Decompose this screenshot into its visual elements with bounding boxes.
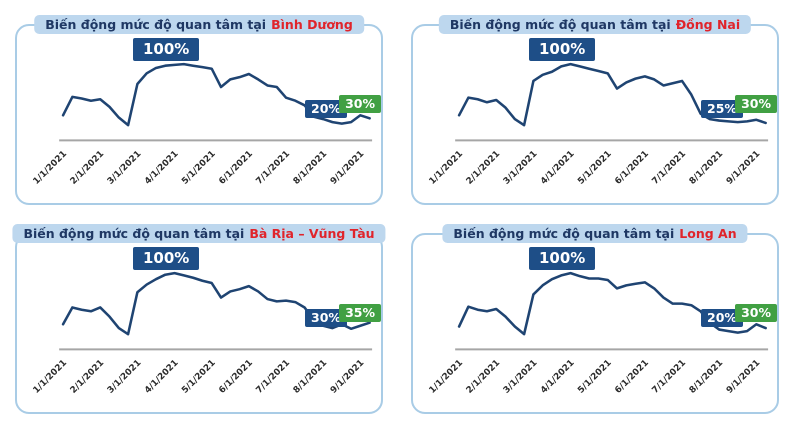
x-tick-label: 9/1/2021 bbox=[329, 358, 367, 396]
chart-title-region: Bà Rịa – Vũng Tàu bbox=[249, 226, 375, 241]
x-tick-label: 4/1/2021 bbox=[539, 149, 577, 187]
x-tick-label: 1/1/2021 bbox=[428, 149, 466, 187]
peak-annotation: 100% bbox=[529, 38, 596, 61]
low-annotation: 20% bbox=[701, 309, 743, 327]
line-chart-binh-duong: 1/1/2021 2/1/2021 3/1/2021 4/1/2021 5/1/2021… bbox=[32, 62, 373, 187]
x-tick-label: 2/1/2021 bbox=[69, 149, 107, 187]
chart-panel-long-an: Biến động mức độ quan tâm tại Long An 1/… bbox=[411, 224, 779, 414]
low-annotation: 30% bbox=[305, 309, 347, 327]
x-tick-label: 3/1/2021 bbox=[502, 149, 540, 187]
x-tick-label: 2/1/2021 bbox=[69, 358, 107, 396]
x-tick-label: 3/1/2021 bbox=[106, 149, 144, 187]
chart-title-prefix: Biến động mức độ quan tâm tại bbox=[449, 17, 671, 32]
x-tick-label: 6/1/2021 bbox=[613, 149, 651, 187]
chart-title-prefix: Biến động mức độ quan tâm tại bbox=[453, 226, 675, 241]
trend-line bbox=[457, 62, 767, 127]
end-annotation: 30% bbox=[735, 304, 777, 322]
x-tick-label: 7/1/2021 bbox=[254, 149, 292, 187]
x-tick-label: 6/1/2021 bbox=[217, 149, 255, 187]
chart-title-prefix: Biến động mức độ quan tâm tại bbox=[45, 17, 267, 32]
x-tick-label: 8/1/2021 bbox=[688, 149, 726, 187]
end-annotation: 35% bbox=[339, 304, 381, 322]
low-annotation: 25% bbox=[701, 100, 743, 118]
x-tick-label: 5/1/2021 bbox=[180, 358, 218, 396]
x-tick-label: 5/1/2021 bbox=[576, 149, 614, 187]
x-tick-label: 1/1/2021 bbox=[32, 358, 70, 396]
chart-panel-ba-ria-vung-tau: Biến động mức độ quan tâm tại Bà Rịa – V… bbox=[12, 224, 386, 414]
chart-title-prefix: Biến động mức độ quan tâm tại bbox=[23, 226, 245, 241]
chart-title-region: Đồng Nai bbox=[675, 17, 741, 32]
peak-annotation: 100% bbox=[529, 247, 596, 270]
x-tick-label: 4/1/2021 bbox=[539, 358, 577, 396]
x-tick-label: 2/1/2021 bbox=[465, 358, 503, 396]
x-tick-label: 7/1/2021 bbox=[650, 149, 688, 187]
trend-line bbox=[61, 62, 371, 127]
x-tick-label: 5/1/2021 bbox=[576, 358, 614, 396]
peak-annotation: 100% bbox=[133, 247, 200, 270]
chart-title: Biến động mức độ quan tâm tại Đồng Nai bbox=[438, 15, 752, 34]
chart-panel-dong-nai: Biến động mức độ quan tâm tại Đồng Nai 1… bbox=[411, 15, 779, 205]
x-tick-label: 4/1/2021 bbox=[143, 149, 181, 187]
x-tick-label: 5/1/2021 bbox=[180, 149, 218, 187]
x-tick-label: 6/1/2021 bbox=[613, 358, 651, 396]
chart-panel-binh-duong: Biến động mức độ quan tâm tại Bình Dương… bbox=[15, 15, 383, 205]
x-tick-label: 8/1/2021 bbox=[688, 358, 726, 396]
x-tick-label: 6/1/2021 bbox=[217, 358, 255, 396]
low-annotation: 20% bbox=[305, 100, 347, 118]
x-tick-label: 7/1/2021 bbox=[254, 358, 292, 396]
chart-title: Biến động mức độ quan tâm tại Bình Dương bbox=[34, 15, 364, 34]
line-chart-long-an: 1/1/2021 2/1/2021 3/1/2021 4/1/2021 5/1/2021… bbox=[428, 271, 769, 396]
x-tick-label: 9/1/2021 bbox=[725, 149, 763, 187]
chart-title: Biến động mức độ quan tâm tại Long An bbox=[442, 224, 748, 243]
x-tick-label: 1/1/2021 bbox=[428, 358, 466, 396]
x-tick-label: 7/1/2021 bbox=[650, 358, 688, 396]
x-tick-label: 8/1/2021 bbox=[292, 149, 330, 187]
x-tick-label: 3/1/2021 bbox=[502, 358, 540, 396]
x-tick-label: 3/1/2021 bbox=[106, 358, 144, 396]
x-tick-label: 4/1/2021 bbox=[143, 358, 181, 396]
x-tick-label: 9/1/2021 bbox=[329, 149, 367, 187]
chart-title: Biến động mức độ quan tâm tại Bà Rịa – V… bbox=[12, 224, 386, 243]
x-tick-label: 1/1/2021 bbox=[32, 149, 70, 187]
x-tick-label: 9/1/2021 bbox=[725, 358, 763, 396]
peak-annotation: 100% bbox=[133, 38, 200, 61]
end-annotation: 30% bbox=[339, 95, 381, 113]
chart-title-region: Long An bbox=[679, 226, 737, 241]
chart-title-region: Bình Dương bbox=[271, 17, 353, 32]
x-tick-label: 8/1/2021 bbox=[292, 358, 330, 396]
end-annotation: 30% bbox=[735, 95, 777, 113]
x-tick-label: 2/1/2021 bbox=[465, 149, 503, 187]
line-chart-dong-nai: 1/1/2021 2/1/2021 3/1/2021 4/1/2021 5/1/2021… bbox=[428, 62, 769, 187]
